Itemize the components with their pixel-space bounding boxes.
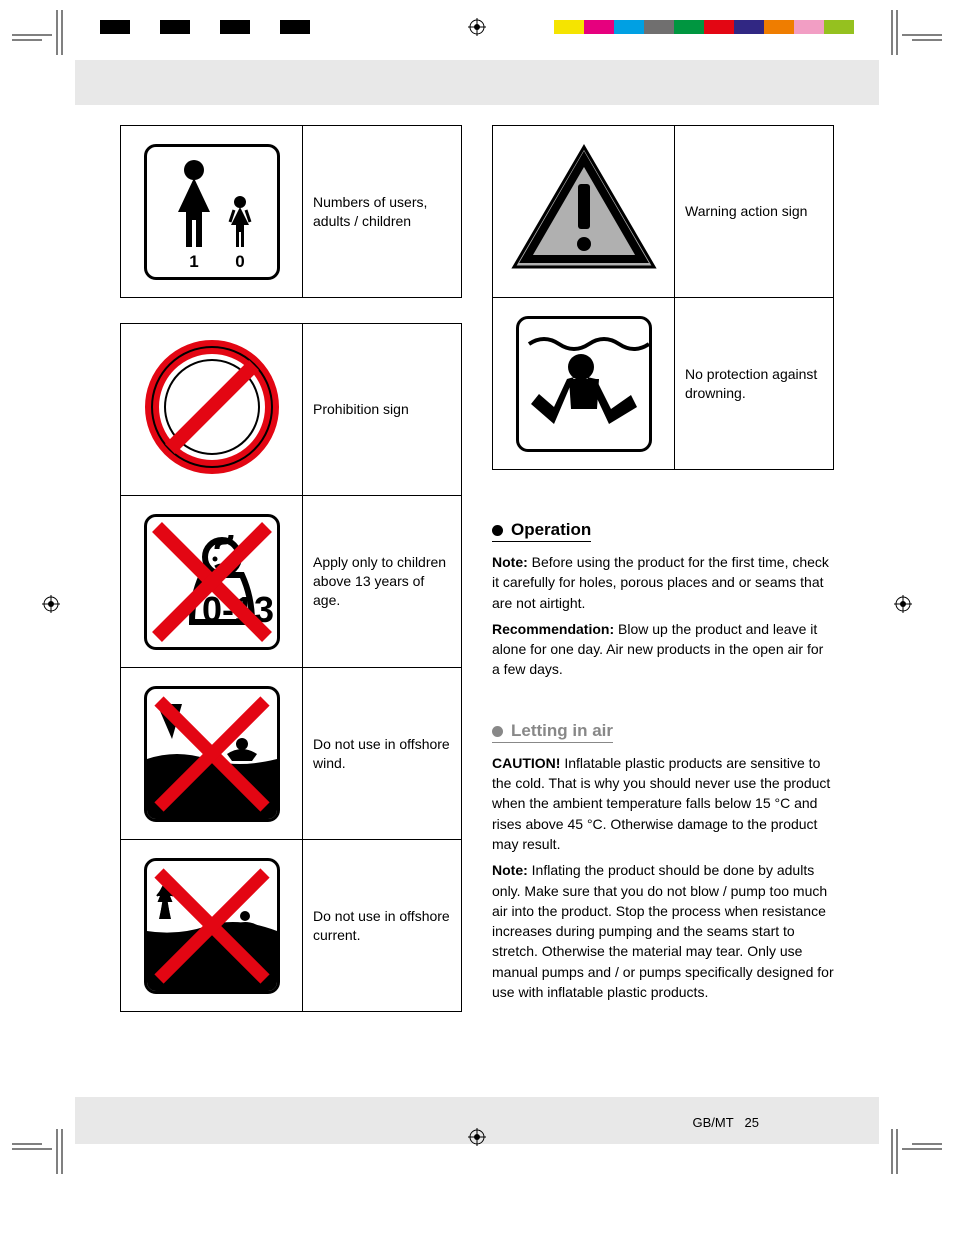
- print-color-strip-right: [554, 20, 854, 34]
- prohibition-table: Prohibition sign 0-13: [120, 323, 462, 1012]
- warning-table: Warning action sign: [492, 125, 834, 470]
- print-color-strip-left: [100, 20, 340, 34]
- cell-label: No protection against drowning.: [675, 298, 834, 470]
- recommendation-paragraph: Recommendation: Blow up the product and …: [492, 619, 834, 680]
- cell-label: Warning action sign: [675, 126, 834, 298]
- left-column: 1 0 Numbers of users, adults / children: [120, 125, 462, 1037]
- table-row: 1 0 Numbers of users, adults / children: [121, 126, 462, 298]
- registration-mark-top: [468, 18, 486, 36]
- crop-mark-tr: [882, 10, 942, 60]
- offshore-wind-icon: [144, 686, 280, 822]
- registration-mark-right: [894, 595, 912, 613]
- cell-label: Do not use in offshore wind.: [303, 668, 462, 840]
- bullet-icon: [492, 726, 503, 737]
- table-row: 0-13 Apply only to children above 13 yea…: [121, 496, 462, 668]
- cell-label: Numbers of users, adults / children: [303, 126, 462, 298]
- footer-lang: GB/MT: [693, 1115, 734, 1130]
- operation-heading: Operation: [492, 520, 591, 542]
- age-restriction-icon: 0-13: [144, 514, 280, 650]
- crop-mark-br: [882, 1124, 942, 1174]
- content-columns: 1 0 Numbers of users, adults / children: [0, 105, 954, 1067]
- table-row: No protection against drowning.: [493, 298, 834, 470]
- prohibition-icon: [142, 337, 282, 477]
- document-page: 1 0 Numbers of users, adults / children: [0, 0, 954, 1144]
- registration-mark-left: [42, 595, 60, 613]
- warning-triangle-icon: [509, 139, 659, 279]
- letting-in-air-heading: Letting in air: [492, 721, 613, 743]
- note-paragraph: Note: Before using the product for the f…: [492, 552, 834, 613]
- table-row: Do not use in offshore wind.: [121, 668, 462, 840]
- caution-label: CAUTION!: [492, 755, 560, 771]
- cell-label: Apply only to children above 13 years of…: [303, 496, 462, 668]
- users-icon: 1 0: [144, 144, 280, 280]
- bullet-icon: [492, 525, 503, 536]
- heading-text: Letting in air: [511, 721, 613, 740]
- recommendation-label: Recommendation:: [492, 621, 614, 637]
- registration-mark-bottom: [468, 1128, 486, 1146]
- page-header-bar: [75, 60, 879, 105]
- crop-mark-tl: [12, 10, 72, 60]
- drowning-icon: [516, 316, 652, 452]
- caution-paragraph: CAUTION! Inflatable plastic products are…: [492, 753, 834, 854]
- users-table: 1 0 Numbers of users, adults / children: [120, 125, 462, 298]
- note-paragraph-2: Note: Inflating the product should be do…: [492, 860, 834, 1002]
- right-column: Warning action sign: [492, 125, 834, 1037]
- child-count: 0: [235, 252, 244, 271]
- heading-text: Operation: [511, 520, 591, 539]
- note-label: Note:: [492, 862, 528, 878]
- cell-label: Prohibition sign: [303, 324, 462, 496]
- note-label: Note:: [492, 554, 528, 570]
- note-text: Before using the product for the first t…: [492, 554, 829, 611]
- note-text: Inflating the product should be done by …: [492, 862, 834, 1000]
- table-row: Do not use in offshore current.: [121, 840, 462, 1012]
- offshore-current-icon: [144, 858, 280, 994]
- table-row: Prohibition sign: [121, 324, 462, 496]
- table-row: Warning action sign: [493, 126, 834, 298]
- cell-label: Do not use in offshore current.: [303, 840, 462, 1012]
- adult-count: 1: [189, 252, 198, 271]
- crop-mark-bl: [12, 1124, 72, 1174]
- footer-page: 25: [745, 1115, 759, 1130]
